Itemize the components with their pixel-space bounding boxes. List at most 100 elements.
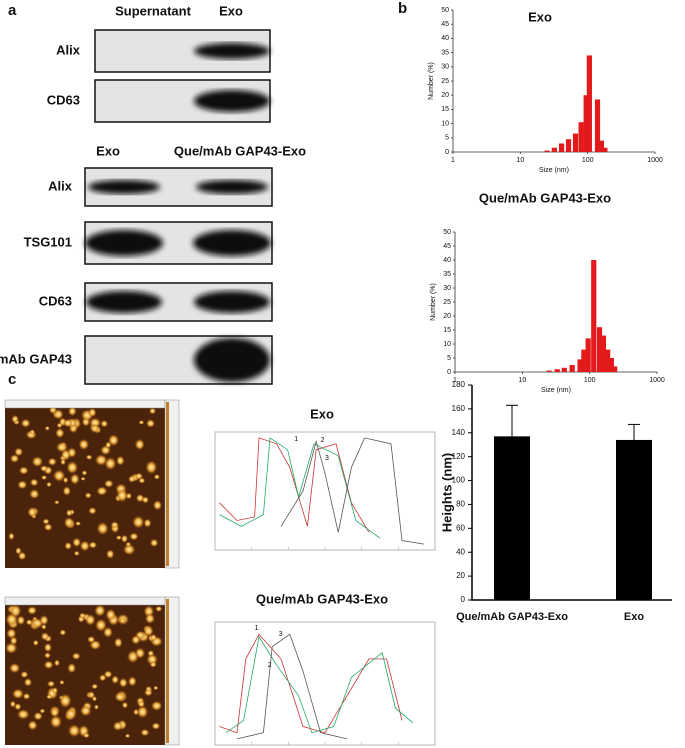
particle (78, 438, 90, 451)
y-tick-label: 60 (456, 523, 465, 532)
particle (14, 447, 24, 457)
particle (44, 425, 50, 431)
band (194, 291, 270, 313)
bar (616, 439, 652, 600)
particle (104, 456, 117, 471)
particle (113, 637, 123, 648)
column-header: Exo (219, 3, 243, 18)
particle (150, 700, 163, 711)
particle (32, 639, 39, 646)
particle (72, 537, 82, 548)
particle (145, 460, 158, 475)
x-tick-label: 1000 (649, 377, 665, 384)
particle (153, 474, 161, 480)
band (194, 43, 270, 59)
x-axis-label: Size (nm) (539, 167, 569, 174)
band (88, 180, 160, 194)
bar (565, 139, 572, 152)
particle (29, 429, 36, 435)
particle (46, 481, 52, 488)
x-tick-label: Que/mAb GAP43-Exo (456, 611, 568, 623)
particle (52, 408, 64, 420)
particle (85, 454, 93, 460)
particle (84, 492, 92, 499)
afm-frame (4, 399, 166, 409)
particle (44, 652, 51, 659)
particle (64, 708, 77, 721)
particle (79, 705, 92, 717)
x-tick-label: 1 (451, 157, 455, 164)
particle (33, 711, 43, 721)
particle (59, 629, 67, 636)
y-tick-label: 180 (452, 380, 466, 389)
bar (581, 349, 587, 372)
particle (63, 516, 75, 529)
bar (596, 327, 603, 372)
x-tick-label: Exo (624, 611, 644, 623)
y-tick-label: 40 (443, 257, 451, 264)
profile-box (214, 621, 436, 746)
particle (8, 662, 21, 674)
particle (110, 521, 119, 529)
particle (94, 454, 108, 466)
particle (55, 427, 65, 439)
y-tick-label: 0 (447, 369, 451, 376)
row-label: CD63 (47, 92, 80, 107)
particle (59, 679, 65, 685)
particle (27, 606, 38, 615)
particle (39, 614, 49, 626)
bar (558, 143, 565, 152)
particle (149, 661, 157, 668)
particle (23, 677, 33, 687)
y-tick-label: 40 (441, 35, 449, 42)
particle (62, 486, 72, 496)
bar (578, 122, 584, 152)
particle (58, 693, 72, 709)
particle (41, 624, 47, 630)
y-tick-label: 5 (447, 355, 451, 362)
particle (43, 523, 53, 532)
particle (81, 470, 88, 476)
bar (591, 260, 597, 372)
particle (41, 475, 48, 481)
particle (18, 466, 29, 475)
y-tick-label: 0 (445, 149, 449, 156)
profile-curve (219, 437, 370, 533)
particle (20, 670, 29, 679)
bar (583, 95, 589, 152)
x-tick-label: 1 (453, 377, 457, 384)
profile-marker: 2 (321, 437, 325, 444)
band (194, 90, 270, 112)
bar (551, 147, 557, 152)
particle (88, 506, 97, 515)
bar (572, 133, 579, 152)
y-tick-label: 25 (443, 299, 451, 306)
y-tick-label: 160 (452, 404, 466, 413)
particle (49, 707, 60, 718)
bar (585, 338, 591, 372)
particle (103, 670, 113, 679)
particle (103, 479, 114, 488)
panel-label: c (8, 371, 16, 388)
particle (75, 521, 82, 526)
bar (605, 349, 611, 372)
row-label: mAb GAP43 (0, 351, 72, 366)
particle (114, 692, 126, 702)
profile-curve (280, 437, 425, 545)
profile-curve (225, 635, 414, 734)
particle (46, 680, 56, 688)
particle (96, 486, 108, 496)
column-header: Supernatant (115, 3, 192, 18)
particle (137, 700, 146, 708)
bar (546, 370, 552, 372)
y-tick-label: 35 (441, 49, 449, 56)
row-label: Alix (56, 42, 81, 57)
particle (43, 660, 54, 670)
particle (56, 422, 63, 429)
y-tick-label: 15 (443, 327, 451, 334)
y-tick-label: 50 (443, 229, 451, 236)
bar (494, 436, 530, 600)
band (86, 291, 162, 313)
particle (88, 541, 98, 549)
particle (9, 604, 22, 618)
